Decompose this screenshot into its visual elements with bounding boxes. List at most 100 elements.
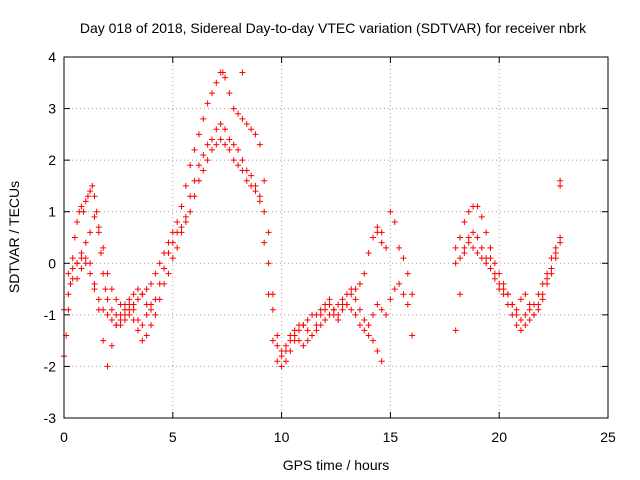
data-point [378, 358, 385, 365]
data-point [69, 265, 76, 272]
data-point [361, 270, 368, 277]
data-point [504, 291, 511, 298]
series-outliers [219, 69, 564, 339]
data-point [531, 311, 538, 318]
data-point [509, 301, 516, 308]
data-point [343, 291, 350, 298]
data-point [152, 296, 159, 303]
data-point [121, 301, 128, 308]
data-point [335, 317, 342, 324]
data-point [457, 234, 464, 241]
data-point [274, 342, 281, 349]
data-point [539, 296, 546, 303]
data-point [369, 337, 376, 344]
data-point [91, 193, 98, 200]
data-point [269, 337, 276, 344]
data-point [204, 100, 211, 107]
y-tick-label: -1 [44, 307, 57, 323]
data-point [261, 208, 268, 215]
data-point [230, 105, 237, 112]
data-point [93, 208, 100, 215]
data-point [282, 358, 289, 365]
data-point [487, 255, 494, 262]
data-point [557, 182, 564, 189]
data-point [82, 198, 89, 205]
data-point [134, 286, 141, 293]
data-point [148, 322, 155, 329]
data-point [200, 167, 207, 174]
data-point [369, 234, 376, 241]
data-point [274, 332, 281, 339]
data-point [461, 244, 468, 251]
data-point [526, 317, 533, 324]
data-point [100, 337, 107, 344]
data-point [204, 157, 211, 164]
data-point [387, 208, 394, 215]
y-tick-label: 1 [48, 204, 56, 220]
y-tick-labels: -3 -2 -1 0 1 2 3 4 [44, 49, 57, 426]
data-point [256, 141, 263, 148]
data-point [219, 69, 226, 76]
data-point [539, 291, 546, 298]
data-point [169, 239, 176, 246]
data-point [322, 301, 329, 308]
data-point [195, 162, 202, 169]
x-tick-label: 20 [491, 429, 507, 445]
data-point [369, 311, 376, 318]
data-point [182, 219, 189, 226]
data-point [452, 244, 459, 251]
data-point [374, 347, 381, 354]
series-track-g [452, 239, 559, 334]
x-tick-label: 25 [600, 429, 616, 445]
data-point [383, 311, 390, 318]
data-point [261, 177, 268, 184]
data-point [457, 255, 464, 262]
data-point [557, 234, 564, 241]
data-point [87, 188, 94, 195]
data-point [478, 244, 485, 251]
data-point [235, 162, 242, 169]
y-tick-label: 3 [48, 101, 56, 117]
data-point [526, 301, 533, 308]
data-point [483, 260, 490, 267]
data-point [182, 182, 189, 189]
data-point [404, 301, 411, 308]
data-point [552, 244, 559, 251]
data-point [361, 317, 368, 324]
data-point [174, 219, 181, 226]
data-point [100, 244, 107, 251]
data-point [300, 342, 307, 349]
data-point [91, 286, 98, 293]
data-point [178, 203, 185, 210]
data-point [322, 317, 329, 324]
x-tick-labels: 0 5 10 15 20 25 [60, 429, 616, 445]
data-point [87, 270, 94, 277]
data-point [191, 146, 198, 153]
data-point [213, 79, 220, 86]
data-point [139, 337, 146, 344]
data-point [548, 270, 555, 277]
data-point [174, 229, 181, 236]
data-point [204, 141, 211, 148]
data-point [291, 337, 298, 344]
data-point [165, 249, 172, 256]
data-point [365, 322, 372, 329]
data-point [461, 219, 468, 226]
data-point [365, 249, 372, 256]
data-point [313, 322, 320, 329]
data-point [82, 255, 89, 262]
x-tick-label: 5 [169, 429, 177, 445]
data-point [526, 306, 533, 313]
data-point [69, 255, 76, 262]
data-point [282, 342, 289, 349]
data-point [339, 296, 346, 303]
data-point [261, 239, 268, 246]
data-point [152, 270, 159, 277]
data-point [404, 270, 411, 277]
data-point [222, 74, 229, 81]
data-point [483, 229, 490, 236]
data-point [134, 317, 141, 324]
data-point [235, 110, 242, 117]
data-point [200, 115, 207, 122]
